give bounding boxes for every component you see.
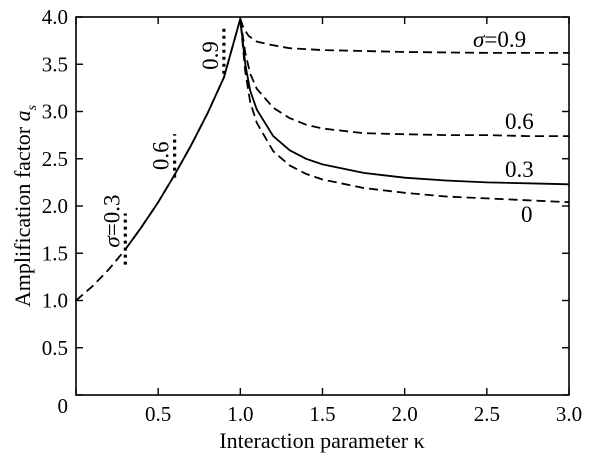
- y-tick-label: 3.5: [42, 52, 68, 76]
- y-tick-label: 1.0: [42, 289, 68, 313]
- y-tick-label: 2.0: [42, 194, 68, 218]
- x-axis-label: Interaction parameter κ: [219, 428, 424, 453]
- axis-ticks: [75, 16, 570, 396]
- y-tick-labels: 0 0.5 1.0 1.5 2.0 2.5 3.0 3.5 4.0: [42, 5, 68, 418]
- marker-label-0.6: 0.6: [149, 141, 174, 170]
- y-axis-label-text: Amplification factor: [10, 121, 35, 307]
- curve-label-0: 0: [521, 202, 533, 227]
- x-tick-label: 1.0: [227, 402, 253, 426]
- marker-label-sigma-0.3: σ=0.3: [99, 195, 124, 248]
- curve-sigma-0: [75, 18, 570, 302]
- plot-frame: [75, 16, 570, 396]
- x-tick-labels: 00.51.01.52.02.53.0: [145, 402, 582, 426]
- y-axis-label: Amplification factor as: [10, 104, 40, 307]
- y-tick-label: 1.5: [42, 241, 68, 265]
- curve-label-sigma-0.9: σ=0.9: [473, 27, 526, 52]
- x-tick-label: 2.0: [392, 402, 418, 426]
- x-tick-label: 1.5: [309, 402, 335, 426]
- x-tick-label: 2.5: [474, 402, 500, 426]
- x-tick-label: 0.5: [145, 402, 171, 426]
- y-tick-label: 3.0: [42, 100, 68, 124]
- curve-label-0.3: 0.3: [505, 157, 534, 182]
- curve-label-0.6: 0.6: [505, 109, 534, 134]
- curve-sigma-0.6: [239, 18, 569, 137]
- y-tick-label: 4.0: [42, 5, 68, 29]
- y-tick-label: 0.5: [42, 336, 68, 360]
- curve-sigma-0.3: [124, 18, 570, 251]
- curve-labels: σ=0.3 0.6 0.9 σ=0.9 0.6 0.3 0: [99, 27, 533, 248]
- marker-label-0.9: 0.9: [198, 41, 223, 70]
- y-tick-label: 2.5: [42, 147, 68, 171]
- y-axis-label-subscript: s: [25, 104, 40, 110]
- y-axis-label-symbol: a: [10, 110, 35, 121]
- curves: [75, 18, 570, 302]
- curve-sigma-0.9: [239, 18, 569, 54]
- x-tick-label: 3.0: [556, 402, 582, 426]
- y-tick-label: 0: [58, 394, 69, 418]
- sigma-markers: [123, 26, 226, 265]
